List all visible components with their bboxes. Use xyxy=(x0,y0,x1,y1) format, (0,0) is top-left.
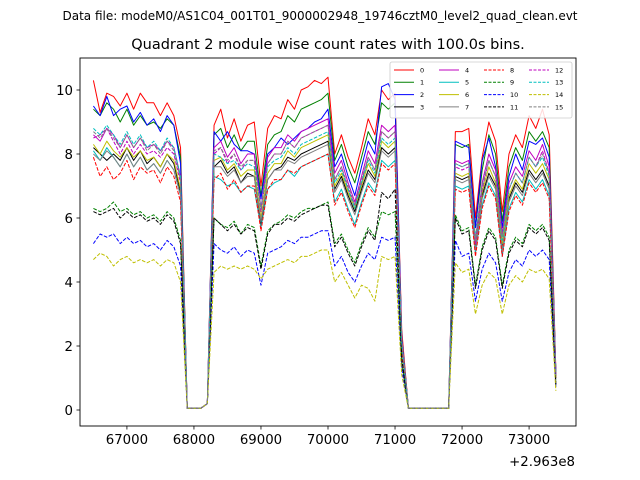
chart-title: Quadrant 2 module wise count rates with … xyxy=(131,37,525,53)
series-line-10 xyxy=(92,230,557,409)
legend-label-2: 2 xyxy=(420,91,424,99)
y-tick-label: 2 xyxy=(65,340,73,355)
series-line-5 xyxy=(92,147,557,409)
series-line-8 xyxy=(92,153,557,409)
legend-label-6: 6 xyxy=(465,91,469,99)
y-tick-label: 6 xyxy=(65,212,73,227)
legend-label-12: 12 xyxy=(555,66,563,74)
series-line-2 xyxy=(92,83,557,409)
x-tick-label: 70000 xyxy=(307,433,349,448)
series-line-3 xyxy=(93,140,557,409)
legend-label-5: 5 xyxy=(465,79,469,87)
legend-label-9: 9 xyxy=(510,79,514,87)
x-tick-label: 71000 xyxy=(374,433,416,448)
legend-label-7: 7 xyxy=(465,103,469,111)
series-line-7 xyxy=(93,143,557,409)
legend-box xyxy=(389,61,573,119)
series-line-11 xyxy=(93,188,557,409)
x-tick-label: 68000 xyxy=(173,433,215,448)
x-axis-ticks: 67000 68000 69000 70000 71000 72000 73000 xyxy=(106,426,550,448)
figure-suptitle: Data file: modeM0/AS1C04_001T01_90000029… xyxy=(62,9,577,23)
legend-label-15: 15 xyxy=(555,103,563,111)
series-line-6 xyxy=(92,134,557,409)
legend-label-14: 14 xyxy=(555,91,563,99)
legend-label-0: 0 xyxy=(420,66,424,74)
x-tick-label: 72000 xyxy=(441,433,483,448)
y-tick-label: 0 xyxy=(65,404,73,419)
series-line-1 xyxy=(93,92,557,409)
y-tick-label: 10 xyxy=(56,84,73,99)
series-line-15 xyxy=(93,124,557,409)
legend-label-1: 1 xyxy=(420,79,424,87)
series-line-0 xyxy=(92,76,557,409)
x-axis-offset-label: +2.963e8 xyxy=(509,455,575,470)
plot-frame xyxy=(79,57,577,427)
legend-label-11: 11 xyxy=(510,103,518,111)
legend-label-10: 10 xyxy=(510,91,518,99)
series-line-9 xyxy=(93,201,557,409)
plot-area xyxy=(92,76,557,409)
y-tick-label: 8 xyxy=(65,148,73,163)
y-axis-ticks: 0 2 4 6 8 10 xyxy=(56,84,80,419)
legend-label-3: 3 xyxy=(420,103,424,111)
x-tick-label: 67000 xyxy=(106,433,148,448)
legend-label-8: 8 xyxy=(510,66,514,74)
y-tick-label: 4 xyxy=(65,276,73,291)
x-tick-label: 69000 xyxy=(240,433,282,448)
x-tick-label: 73000 xyxy=(508,433,550,448)
legend-label-13: 13 xyxy=(555,79,563,87)
series-line-13 xyxy=(93,124,557,409)
legend-label-4: 4 xyxy=(465,66,469,74)
series-line-14 xyxy=(93,249,557,409)
